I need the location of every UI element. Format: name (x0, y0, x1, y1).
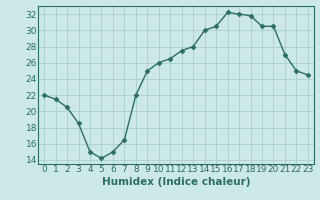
X-axis label: Humidex (Indice chaleur): Humidex (Indice chaleur) (102, 177, 250, 187)
